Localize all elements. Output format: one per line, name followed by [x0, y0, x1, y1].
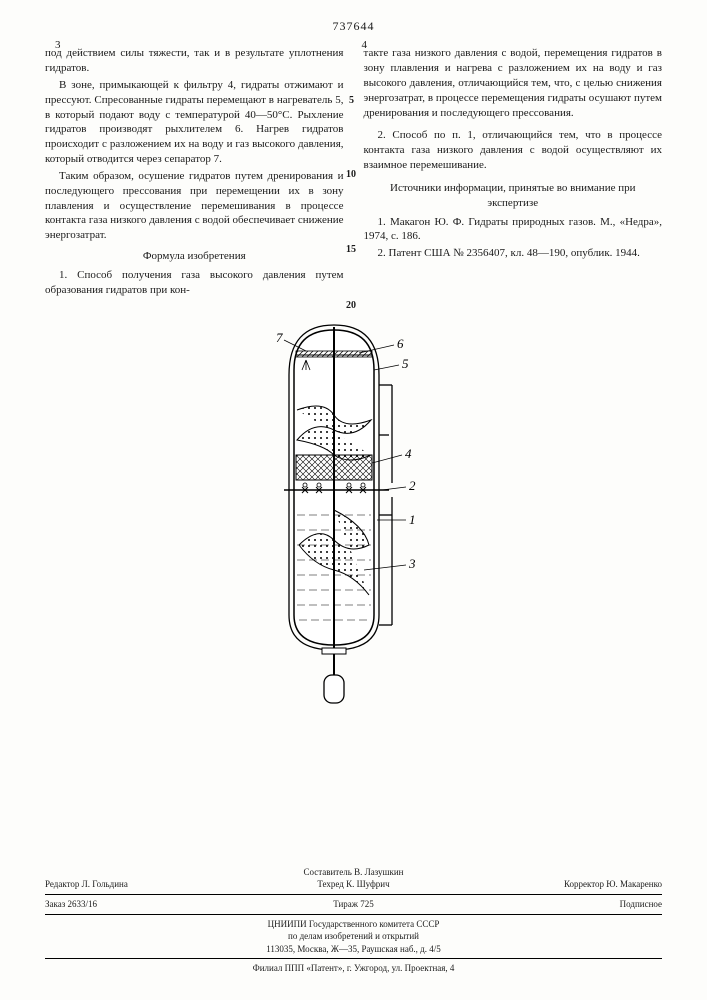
diagram-container: 7 6 5 4 2 1 3 [45, 315, 662, 720]
line-number: 15 [346, 243, 356, 257]
paragraph: В зоне, примыкающей к фильтру 4, гидраты… [45, 78, 344, 167]
footer-order: Заказ 2633/16 [45, 898, 251, 911]
line-number: 20 [346, 299, 356, 313]
line-number: 10 [346, 168, 356, 182]
patent-number: 737644 [45, 18, 662, 34]
formula-title: Формула изобретения [45, 249, 344, 264]
line-number: 5 [349, 94, 354, 108]
footer-editor: Редактор Л. Гольдина [45, 878, 251, 891]
diagram-label-3: 3 [408, 556, 416, 571]
footer-addr1: 113035, Москва, Ж—35, Раушская наб., д. … [45, 943, 662, 956]
footer-sub: Подписное [456, 898, 662, 911]
sources-title: Источники информации, принятые во вниман… [364, 181, 663, 211]
paragraph: под действием силы тяжести, так и в резу… [45, 46, 344, 76]
footer-techred: Техред К. Шуфрич [251, 878, 457, 891]
footer-compiler: Составитель В. Лазушкин [45, 866, 662, 879]
diagram-label-6: 6 [397, 336, 404, 351]
footer: Составитель В. Лазушкин Редактор Л. Голь… [45, 866, 662, 975]
diagram-label-4: 4 [405, 446, 412, 461]
column-number-right: 4 [362, 38, 368, 53]
footer-org2: по делам изобретений и открытий [45, 930, 662, 943]
footer-corrector: Корректор Ю. Макаренко [456, 878, 662, 891]
paragraph: 1. Способ получения газа высокого давлен… [45, 268, 344, 298]
footer-org1: ЦНИИПИ Государственного комитета СССР [45, 918, 662, 931]
right-column: такте газа низкого давления с водой, пер… [364, 46, 663, 300]
diagram-label-2: 2 [409, 478, 416, 493]
footer-addr2: Филиал ППП «Патент», г. Ужгород, ул. Про… [45, 962, 662, 975]
diagram-label-7: 7 [276, 330, 283, 345]
diagram-label-1: 1 [409, 512, 416, 527]
paragraph: Таким образом, осушение гидратов путем д… [45, 169, 344, 243]
left-column: под действием силы тяжести, так и в резу… [45, 46, 344, 300]
diagram-label-5: 5 [402, 356, 409, 371]
paragraph: 2. Способ по п. 1, отличающийся тем, что… [364, 128, 663, 173]
paragraph: такте газа низкого давления с водой, пер… [364, 46, 663, 120]
paragraph: 1. Макагон Ю. Ф. Гидраты природных газов… [364, 215, 663, 245]
column-number-left: 3 [55, 38, 61, 53]
apparatus-diagram: 7 6 5 4 2 1 3 [234, 315, 474, 715]
footer-tirazh: Тираж 725 [251, 898, 457, 911]
paragraph: 2. Патент США № 2356407, кл. 48—190, опу… [364, 246, 663, 261]
